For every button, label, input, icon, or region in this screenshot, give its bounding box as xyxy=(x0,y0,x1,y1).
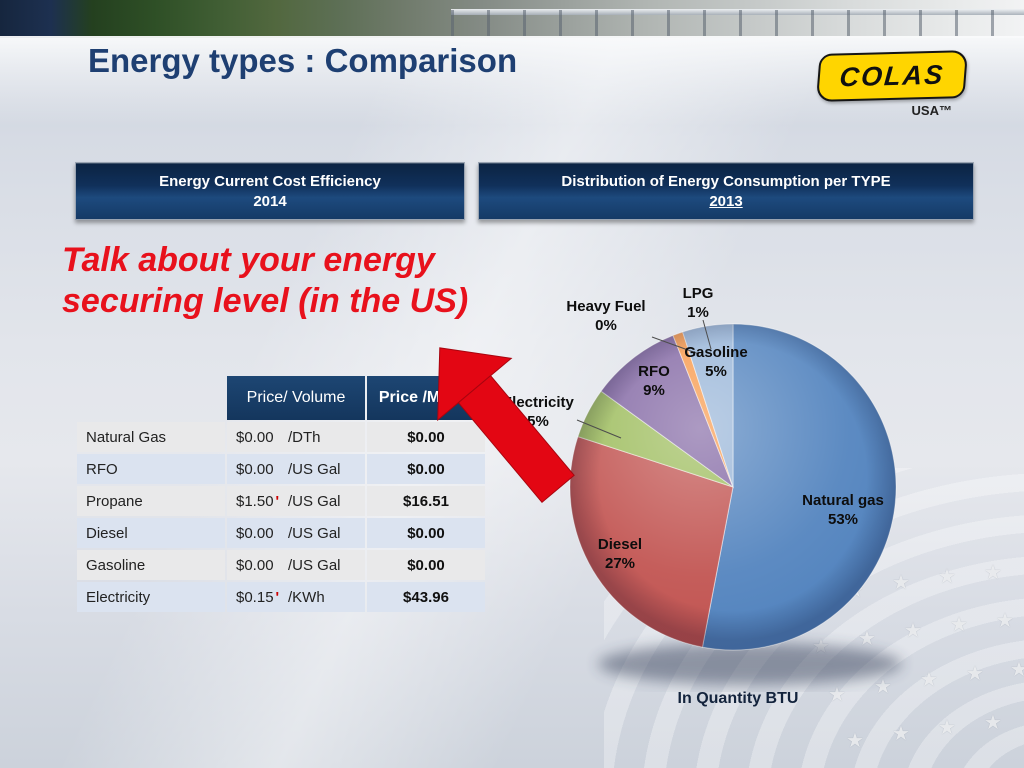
row-label-cell: Gasoline xyxy=(77,550,225,580)
flag-star: ★ xyxy=(938,717,956,739)
banner-cost-efficiency: Energy Current Cost Efficiency 2014 xyxy=(75,162,465,220)
red-arrow xyxy=(437,347,575,503)
pie-label-gasoline: Gasoline 5% xyxy=(684,344,748,380)
page-title: Energy types : Comparison xyxy=(88,42,518,79)
pie-label-diesel: Diesel 27% xyxy=(597,536,643,572)
pie-label-natural-gas: Natural gas 53% xyxy=(802,492,884,528)
banner-distribution: Distribution of Energy Consumption per T… xyxy=(478,162,974,220)
banner-year: 2014 xyxy=(253,192,287,210)
row-label-cell: Electricity xyxy=(77,582,225,612)
flag-star: ★ xyxy=(1010,659,1024,681)
headline-line2: securing level (in the US) xyxy=(62,281,469,320)
col-header-price-volume: Price/ Volume xyxy=(227,376,365,420)
header-photo xyxy=(0,0,1024,38)
price-cell: $0.00/DTh xyxy=(227,422,365,452)
pie-label-heavy-fuel: Heavy Fuel 0% xyxy=(566,298,646,334)
mbtu-cell: $43.96 xyxy=(367,582,485,612)
table-row: Gasoline $0.00/US Gal $0.00 xyxy=(77,550,485,580)
chart-caption: In Quantity BTU xyxy=(677,690,799,707)
flag-star: ★ xyxy=(950,614,968,636)
row-label-cell: Natural Gas xyxy=(77,422,225,452)
pie-rim xyxy=(570,324,896,650)
banner-title: Energy Current Cost Efficiency xyxy=(159,172,381,190)
flag-star: ★ xyxy=(892,723,910,745)
table-row: Propane $1.50/US Gal $16.51 xyxy=(77,486,485,516)
flag-star: ★ xyxy=(938,566,956,588)
table-row: RFO $0.00/US Gal $0.00 xyxy=(77,454,485,484)
price-cell: $1.50/US Gal xyxy=(227,486,365,516)
row-label-cell: RFO xyxy=(77,454,225,484)
banner-title: Distribution of Energy Consumption per T… xyxy=(561,172,891,190)
price-cell: $0.00/US Gal xyxy=(227,454,365,484)
table-row: Electricity $0.15/KWh $43.96 xyxy=(77,582,485,612)
price-cell: $0.15/KWh xyxy=(227,582,365,612)
table-row: Natural Gas $0.00/DTh $0.00 xyxy=(77,422,485,452)
price-table: Price/ Volume Price /MBTU Natural Gas $0… xyxy=(75,374,487,614)
headline-line1: Talk about your energy xyxy=(62,241,435,279)
flag-star: ★ xyxy=(984,562,1002,584)
mbtu-cell: $0.00 xyxy=(367,422,485,452)
flag-star: ★ xyxy=(846,730,864,752)
flag-star: ★ xyxy=(966,663,984,685)
price-cell: $0.00/US Gal xyxy=(227,550,365,580)
mbtu-cell: $16.51 xyxy=(367,486,485,516)
flag-star: ★ xyxy=(996,610,1014,632)
mbtu-cell: $0.00 xyxy=(367,550,485,580)
banner-year: 2013 xyxy=(709,192,743,210)
table-corner xyxy=(77,376,225,420)
pie-chart xyxy=(569,323,902,685)
colas-logo: COLAS USA™ xyxy=(815,50,969,118)
colas-logo-shape: COLAS xyxy=(815,50,969,102)
colas-logo-text: COLAS xyxy=(838,59,946,92)
flag-star: ★ xyxy=(920,669,938,691)
pie-label-lpg: LPG 1% xyxy=(682,285,714,321)
row-label-cell: Diesel xyxy=(77,518,225,548)
row-label-cell: Propane xyxy=(77,486,225,516)
guardrail-posts xyxy=(450,10,1024,36)
colas-logo-region: USA™ xyxy=(911,103,952,118)
mbtu-cell: $0.00 xyxy=(367,454,485,484)
pie-shadow xyxy=(598,643,902,685)
price-cell: $0.00/US Gal xyxy=(227,518,365,548)
headline: Talk about your energy securing level (i… xyxy=(62,240,468,322)
mbtu-cell: $0.00 xyxy=(367,518,485,548)
flag-star: ★ xyxy=(984,712,1002,734)
table-row: Diesel $0.00/US Gal $0.00 xyxy=(77,518,485,548)
pie-label-rfo: RFO 9% xyxy=(638,363,670,399)
